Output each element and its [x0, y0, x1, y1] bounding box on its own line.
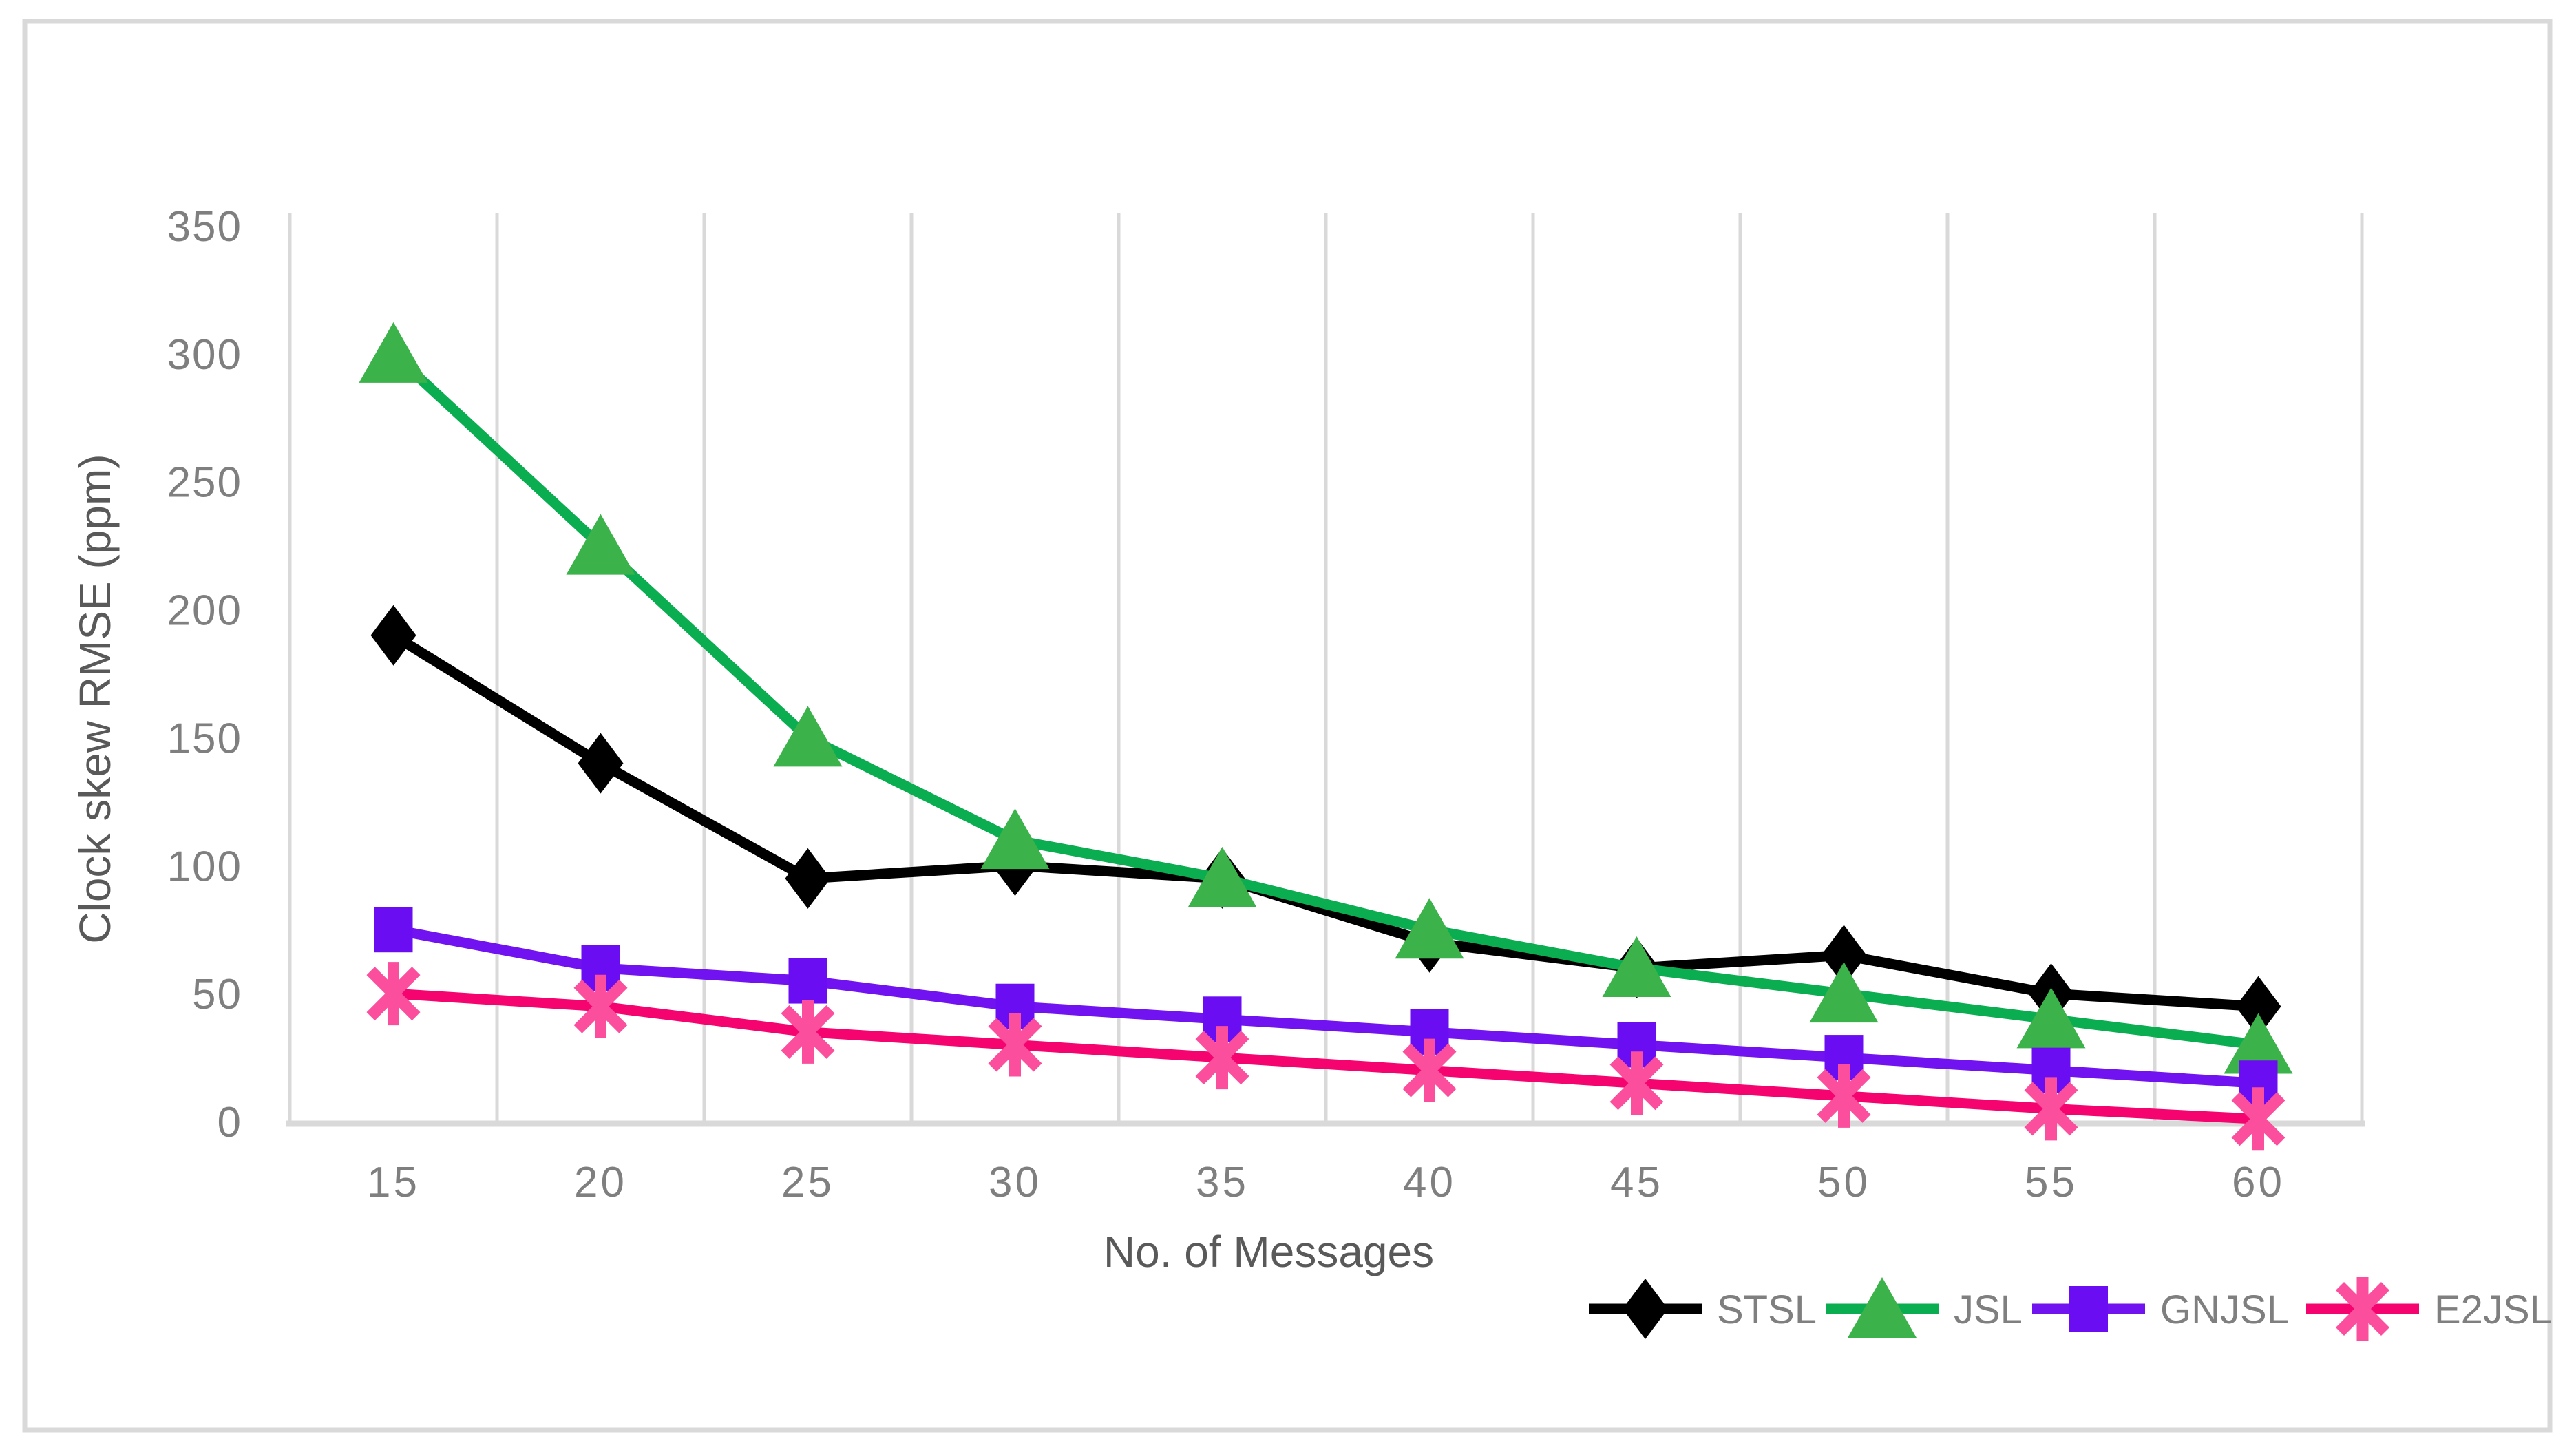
y-axis-title: Clock skew RMSE (ppm) — [70, 454, 120, 943]
x-tick-label: 40 — [1403, 1159, 1456, 1206]
marker-jsl-25 — [773, 706, 843, 767]
marker-e2jsl-15 — [366, 962, 421, 1026]
y-tick-label: 350 — [167, 203, 242, 251]
y-tick-label: 0 — [218, 1099, 242, 1146]
series-line-e2jsl — [393, 988, 2259, 1124]
y-tick-label: 150 — [167, 715, 242, 762]
marker-jsl-45 — [1602, 936, 1671, 997]
legend-label-e2jsl: E2JSL — [2434, 1288, 2552, 1332]
marker-e2jsl-40 — [1402, 1038, 1457, 1102]
plot-area: 0 50 100 150 200 250 300 350 15 20 25 30 35 40 45 50 55 6… — [167, 203, 2552, 1341]
y-tick-label: 300 — [167, 331, 242, 379]
legend-marker-e2jsl — [2335, 1277, 2390, 1341]
x-tick-label: 35 — [1196, 1159, 1249, 1206]
marker-e2jsl-45 — [1609, 1051, 1664, 1115]
legend-marker-stsl — [1623, 1279, 1668, 1339]
marker-jsl-60 — [2224, 1013, 2293, 1074]
legend-label-jsl: JSL — [1954, 1288, 2023, 1332]
y-tick-label: 50 — [192, 971, 242, 1018]
marker-stsl-20 — [578, 733, 624, 794]
marker-jsl-20 — [566, 514, 635, 575]
x-tick-label: 45 — [1610, 1159, 1663, 1206]
x-tick-label: 15 — [367, 1159, 420, 1206]
marker-e2jsl-60 — [2231, 1087, 2285, 1151]
x-tick-label: 60 — [2232, 1159, 2285, 1206]
marker-e2jsl-30 — [988, 1013, 1042, 1077]
marker-e2jsl-35 — [1195, 1026, 1249, 1090]
y-tick-label: 100 — [167, 843, 242, 890]
marker-jsl-35 — [1187, 846, 1257, 907]
x-tick-label: 50 — [1817, 1159, 1870, 1206]
marker-jsl-50 — [1809, 962, 1879, 1023]
x-axis-title: No. of Messages — [1104, 1227, 1434, 1276]
x-tick-label: 55 — [2025, 1159, 2078, 1206]
marker-e2jsl-25 — [781, 1000, 835, 1064]
marker-jsl-30 — [980, 808, 1050, 870]
y-tick-label: 250 — [167, 459, 242, 507]
marker-jsl-55 — [2016, 987, 2086, 1049]
series-line-jsl — [390, 350, 2259, 1050]
marker-jsl-40 — [1395, 898, 1464, 959]
marker-gnjsl-15 — [374, 907, 413, 953]
marker-jsl-15 — [359, 322, 428, 383]
marker-e2jsl-50 — [1817, 1064, 1871, 1128]
marker-stsl-15 — [370, 605, 416, 666]
y-tick-label: 200 — [167, 587, 242, 635]
marker-stsl-25 — [785, 848, 831, 909]
marker-gnjsl-25 — [788, 958, 827, 1004]
marker-e2jsl-55 — [2024, 1077, 2078, 1141]
marker-stsl-50 — [1821, 925, 1867, 986]
figure-border — [22, 19, 2553, 1433]
series-line-stsl — [390, 631, 2259, 1012]
legend-marker-gnjsl — [2069, 1286, 2108, 1332]
marker-stsl-60 — [2235, 976, 2281, 1037]
legend-marker-jsl — [1848, 1277, 1917, 1338]
legend-label-gnjsl: GNJSL — [2160, 1288, 2289, 1332]
series-line-gnjsl — [392, 924, 2259, 1089]
x-tick-label: 20 — [574, 1159, 627, 1206]
x-tick-label: 30 — [989, 1159, 1042, 1206]
marker-e2jsl-20 — [573, 974, 628, 1038]
x-tick-label: 25 — [781, 1159, 834, 1206]
legend-label-stsl: STSL — [1717, 1288, 1817, 1332]
